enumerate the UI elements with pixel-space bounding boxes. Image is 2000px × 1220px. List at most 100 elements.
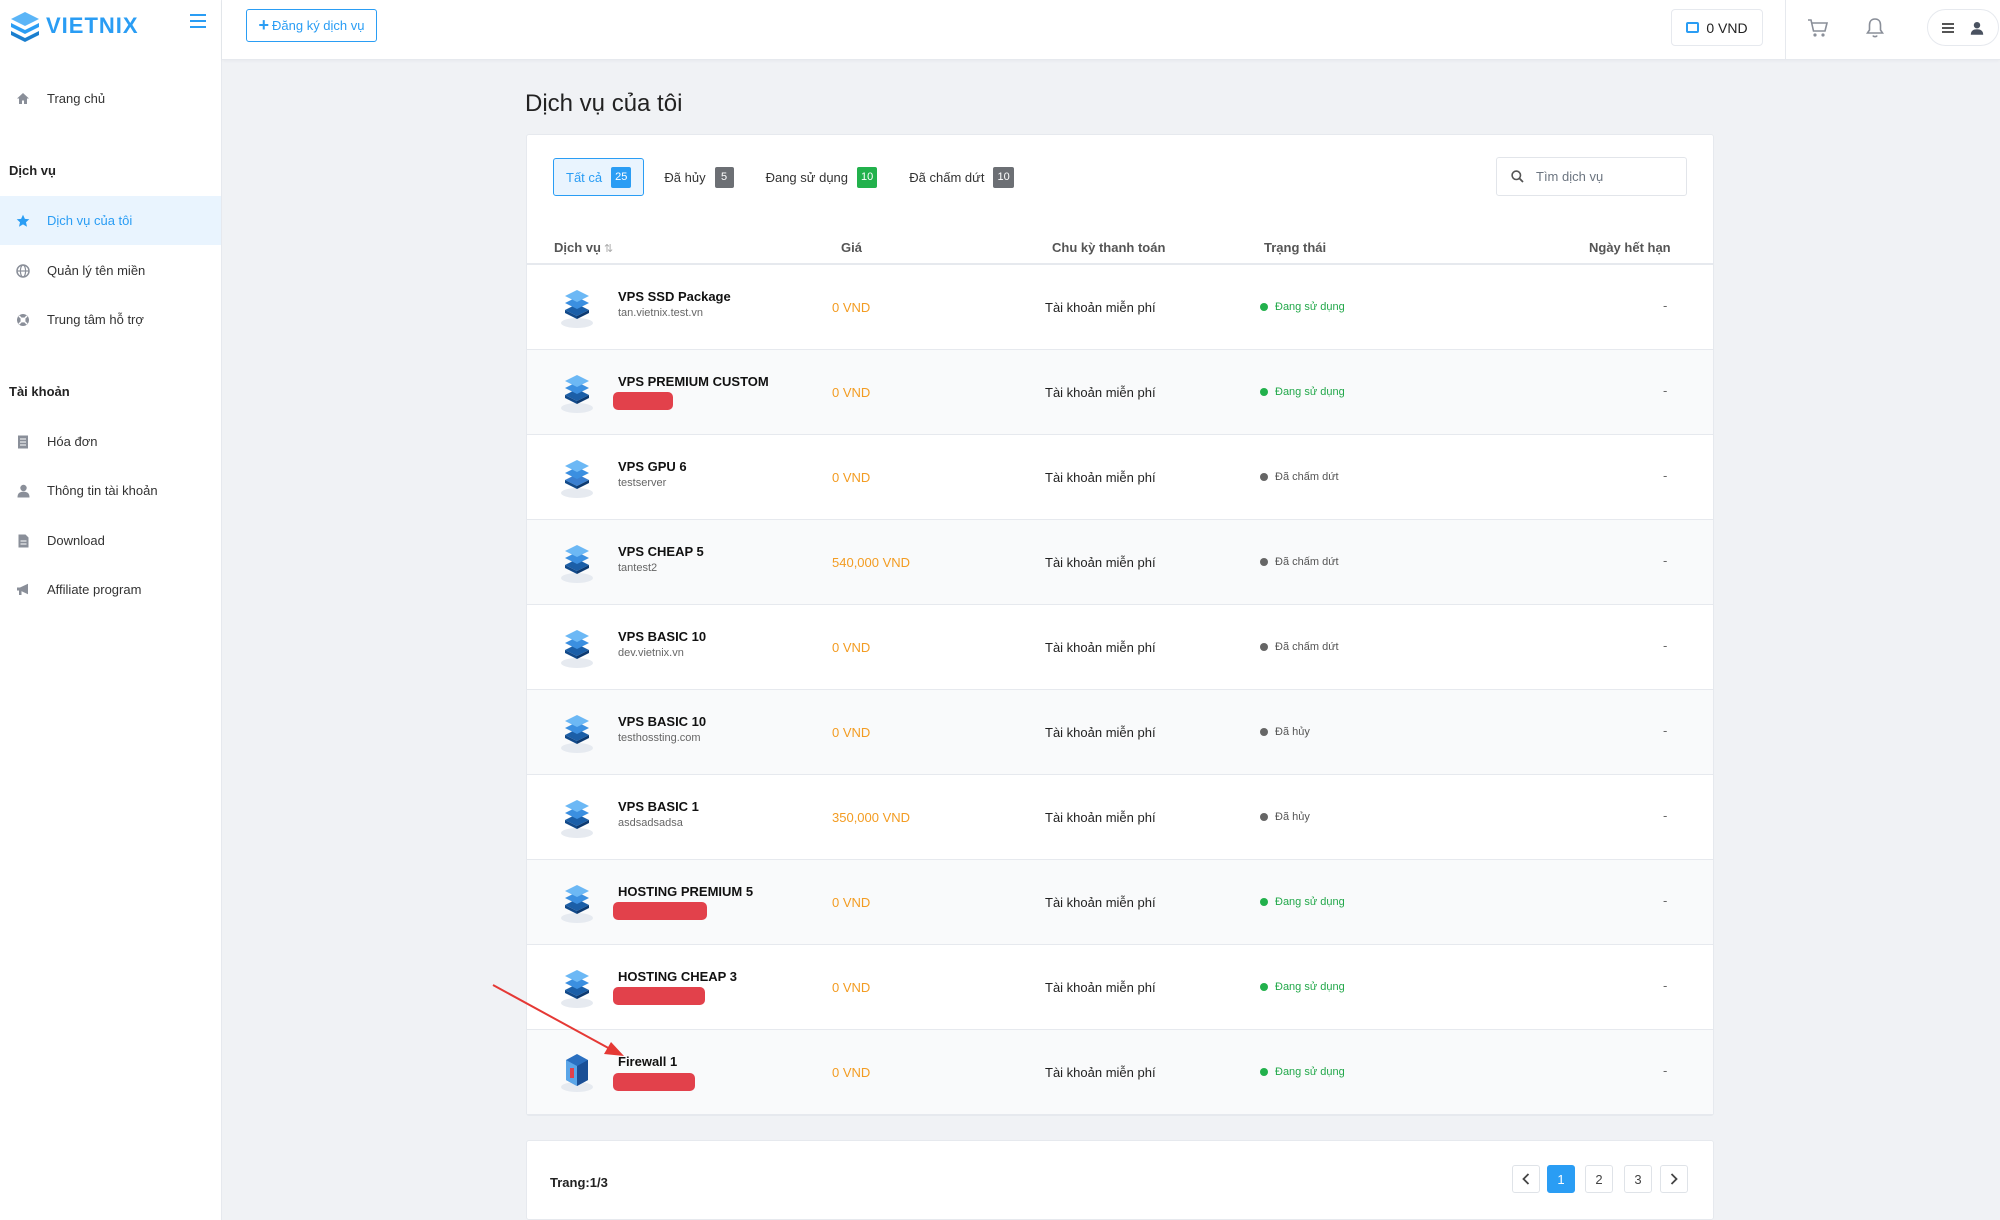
status-badge: Đang sử dụng (1260, 301, 1345, 313)
bell-icon[interactable] (1863, 16, 1887, 40)
billing-cycle: Tài khoản miễn phí (1045, 300, 1156, 315)
service-name[interactable]: VPS BASIC 10 (618, 629, 707, 644)
status-badge: Đang sử dụng (1260, 981, 1345, 993)
sidebar-item-support[interactable]: Trung tâm hỗ trợ (0, 295, 221, 344)
page-button-3[interactable]: 3 (1624, 1165, 1652, 1193)
billing-cycle: Tài khoản miễn phí (1045, 1065, 1156, 1080)
topbar-divider (1785, 0, 1786, 60)
sidebar-item-invoices[interactable]: Hóa đơn (0, 417, 221, 466)
column-service[interactable]: Dịch vụ ⇅ (554, 240, 613, 255)
billing-cycle: Tài khoản miễn phí (1045, 640, 1156, 655)
tab-terminated[interactable]: Đã chấm dứt 10 (897, 158, 1025, 196)
vietnix-logo-icon (11, 12, 39, 42)
status-label: Đã chấm dứt (1275, 471, 1339, 483)
status-dot (1260, 303, 1268, 311)
service-domain: tan.vietnix.test.vn (618, 307, 703, 319)
tab-all[interactable]: Tất cả 25 (553, 158, 645, 196)
service-name[interactable]: VPS SSD Package (618, 289, 731, 304)
brand-logo[interactable]: VIETNIX (0, 0, 221, 52)
avatar-icon (1970, 21, 1984, 35)
cart-icon[interactable] (1806, 16, 1830, 40)
service-name[interactable]: Firewall 1 (618, 1054, 678, 1069)
sidebar-item-label: Trung tâm hỗ trợ (47, 312, 144, 327)
expiry-date: - (1663, 723, 1668, 738)
register-service-button[interactable]: + Đăng ký dịch vụ (246, 9, 377, 42)
status-badge: Đang sử dụng (1260, 386, 1345, 398)
service-domain: dev.vietnix.vn (618, 647, 684, 659)
service-name[interactable]: VPS CHEAP 5 (618, 544, 704, 559)
menu-toggle-icon[interactable] (190, 14, 206, 32)
table-row[interactable]: VPS BASIC 10 dev.vietnix.vn 0 VND Tài khoản… (527, 605, 1713, 690)
sidebar-item-account-info[interactable]: Thông tin tài khoản (0, 466, 221, 515)
status-label: Đã chấm dứt (1275, 641, 1339, 653)
service-domain: testhossting.com (618, 732, 701, 744)
column-status: Trạng thái (1264, 240, 1327, 255)
sidebar-item-my-services[interactable]: Dịch vụ của tôi (0, 196, 221, 245)
service-name[interactable]: VPS GPU 6 (618, 459, 687, 474)
prev-page-button[interactable] (1512, 1165, 1540, 1193)
service-name[interactable]: HOSTING PREMIUM 5 (618, 884, 754, 899)
page-title: Dịch vụ của tôi (525, 90, 683, 117)
status-dot (1260, 813, 1268, 821)
column-cycle: Chu kỳ thanh toán (1052, 240, 1166, 255)
sort-icon: ⇅ (603, 243, 614, 255)
sidebar-item-download[interactable]: Download (0, 516, 221, 565)
sidebar-item-domains[interactable]: Quản lý tên miền (0, 246, 221, 295)
status-badge: Đang sử dụng (1260, 1066, 1345, 1078)
service-name[interactable]: VPS PREMIUM CUSTOM (618, 374, 769, 389)
billing-cycle: Tài khoản miễn phí (1045, 895, 1156, 910)
billing-cycle: Tài khoản miễn phí (1045, 725, 1156, 740)
balance-value: 0 VND (1706, 19, 1748, 36)
service-price: 0 VND (832, 895, 871, 910)
table-row[interactable]: HOSTING PREMIUM 5 0 VND Tài khoản miễn phí… (527, 860, 1713, 945)
redaction-mark (613, 987, 705, 1005)
table-row[interactable]: VPS SSD Package tan.vietnix.test.vn 0 VND T… (527, 265, 1713, 350)
sidebar-item-home[interactable]: Trang chủ (0, 74, 221, 123)
service-name[interactable]: VPS BASIC 10 (618, 714, 707, 729)
tab-label: Đã chấm dứt (909, 169, 985, 185)
status-dot (1260, 388, 1268, 396)
expiry-date: - (1663, 383, 1668, 398)
service-price: 0 VND (832, 640, 871, 655)
user-menu-button[interactable] (1927, 9, 1999, 46)
next-page-button[interactable] (1660, 1165, 1688, 1193)
chevron-left-icon (1522, 1173, 1530, 1185)
status-label: Đang sử dụng (1275, 386, 1345, 398)
column-expiry: Ngày hết hạn (1589, 240, 1671, 255)
register-service-label: Đăng ký dịch vụ (272, 18, 365, 33)
page-button-1[interactable]: 1 (1547, 1165, 1575, 1193)
wallet-balance[interactable]: 0 VND (1671, 9, 1763, 46)
service-name[interactable]: HOSTING CHEAP 3 (618, 969, 737, 984)
table-row[interactable]: VPS BASIC 10 testhossting.com 0 VND Tài kho… (527, 690, 1713, 775)
expiry-date: - (1663, 893, 1668, 908)
services-card: Tất cả 25 Đã hủy 5 Đang sử dụng 10 Đã ch… (526, 134, 1714, 1116)
expiry-date: - (1663, 808, 1668, 823)
table-row[interactable]: Firewall 1 0 VND Tài khoản miễn phí Đang sử… (527, 1030, 1713, 1115)
server-icon (557, 623, 597, 669)
sidebar-item-label: Affiliate program (47, 582, 142, 597)
column-label: Dịch vụ (554, 240, 601, 255)
status-badge: Đã hủy (1260, 811, 1310, 823)
service-name[interactable]: VPS BASIC 1 (618, 799, 699, 814)
status-label: Đang sử dụng (1275, 1066, 1345, 1078)
tab-in-use[interactable]: Đang sử dụng 10 (754, 158, 890, 196)
table-row[interactable]: VPS CHEAP 5 tantest2 540,000 VND Tài khoản … (527, 520, 1713, 605)
table-row[interactable]: VPS PREMIUM CUSTOM 0 VND Tài khoản miễn ph… (527, 350, 1713, 435)
service-domain: tantest2 (618, 562, 658, 574)
sidebar-item-affiliate[interactable]: Affiliate program (0, 565, 221, 614)
firewall-icon (557, 1048, 597, 1094)
search-input[interactable]: Tìm dịch vụ (1496, 157, 1687, 196)
status-badge: Đã chấm dứt (1260, 471, 1339, 483)
expiry-date: - (1663, 1063, 1668, 1078)
tab-cancelled[interactable]: Đã hủy 5 (652, 158, 745, 196)
status-dot (1260, 473, 1268, 481)
redaction-mark (613, 902, 707, 920)
table-row[interactable]: VPS BASIC 1 asdsadsadsa 350,000 VND Tài kho… (527, 775, 1713, 860)
table-row[interactable]: HOSTING CHEAP 3 0 VND Tài khoản miễn phí Đa… (527, 945, 1713, 1030)
count-badge: 5 (714, 166, 734, 188)
server-icon (557, 878, 597, 924)
table-row[interactable]: VPS GPU 6 testserver 0 VND Tài khoản miễn p… (527, 435, 1713, 520)
page-button-2[interactable]: 2 (1585, 1165, 1613, 1193)
plus-icon: + (258, 15, 269, 35)
status-badge: Đã chấm dứt (1260, 641, 1339, 653)
